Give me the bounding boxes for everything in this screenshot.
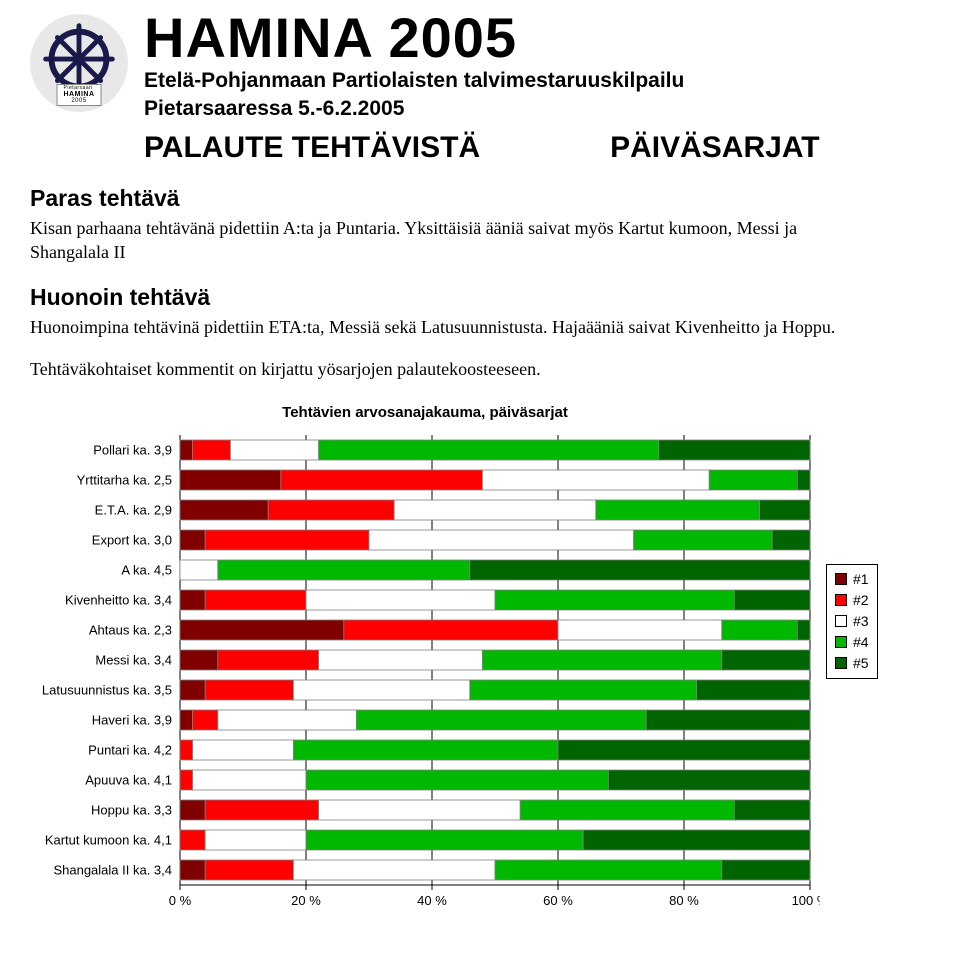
chart-container: Tehtävien arvosanajakauma, päiväsarjat P… xyxy=(30,404,930,920)
page-title: HAMINA 2005 xyxy=(144,10,930,66)
heading-huonoin: Huonoin tehtävä xyxy=(30,284,930,311)
text-paras: Kisan parhaana tehtävänä pidettiin A:ta … xyxy=(30,216,850,265)
svg-text:20 %: 20 % xyxy=(291,893,321,908)
subtitle-line-1: Etelä-Pohjanmaan Partiolaisten talvimest… xyxy=(144,68,930,94)
svg-text:100 %: 100 % xyxy=(792,893,820,908)
svg-text:Latusuunnistus ka. 3,5: Latusuunnistus ka. 3,5 xyxy=(42,682,172,697)
svg-text:80 %: 80 % xyxy=(669,893,699,908)
text-footer: Tehtäväkohtaiset kommentit on kirjattu y… xyxy=(30,357,850,381)
svg-text:Shangalala II ka. 3,4: Shangalala II ka. 3,4 xyxy=(53,862,172,877)
legend-item: #4 xyxy=(835,632,869,653)
svg-text:A ka. 4,5: A ka. 4,5 xyxy=(121,562,172,577)
svg-text:Pollari ka. 3,9: Pollari ka. 3,9 xyxy=(93,442,172,457)
svg-text:Messi ka. 3,4: Messi ka. 3,4 xyxy=(95,652,172,667)
chart-title: Tehtävien arvosanajakauma, päiväsarjat xyxy=(30,404,820,421)
heading-paras: Paras tehtävä xyxy=(30,185,930,212)
legend-item: #3 xyxy=(835,611,869,632)
svg-text:Apuuva ka. 4,1: Apuuva ka. 4,1 xyxy=(85,772,172,787)
svg-text:Ahtaus ka. 2,3: Ahtaus ka. 2,3 xyxy=(89,622,172,637)
section-title-right: PÄIVÄSARJAT xyxy=(610,131,819,165)
svg-text:Hoppu ka. 3,3: Hoppu ka. 3,3 xyxy=(91,802,172,817)
svg-text:Export ka. 3,0: Export ka. 3,0 xyxy=(92,532,172,547)
legend-item: #1 xyxy=(835,569,869,590)
chart-svg: Pollari ka. 3,9 Yrttitarha ka. 2,5 E.T.A. … xyxy=(30,431,820,915)
chart-legend: #1#2#3#4#5 xyxy=(826,564,878,679)
subtitle-line-2: Pietarsaaressa 5.-6.2.2005 xyxy=(144,96,930,122)
legend-item: #2 xyxy=(835,590,869,611)
svg-text:Kivenheitto ka. 3,4: Kivenheitto ka. 3,4 xyxy=(65,592,172,607)
section-title-left: PALAUTE TEHTÄVISTÄ xyxy=(144,131,480,165)
header: Pietarsaari HAMINA 2005 HAMINA 2005 Etel… xyxy=(30,0,930,165)
svg-text:Haveri ka. 3,9: Haveri ka. 3,9 xyxy=(92,712,172,727)
logo-banner: Pietarsaari HAMINA 2005 xyxy=(57,84,102,106)
event-logo: Pietarsaari HAMINA 2005 xyxy=(30,14,128,112)
legend-item: #5 xyxy=(835,653,869,674)
svg-text:Puntari ka. 4,2: Puntari ka. 4,2 xyxy=(88,742,172,757)
text-huonoin: Huonoimpina tehtävinä pidettiin ETA:ta, … xyxy=(30,315,850,339)
svg-text:E.T.A. ka. 2,9: E.T.A. ka. 2,9 xyxy=(95,502,172,517)
svg-text:0 %: 0 % xyxy=(169,893,192,908)
svg-text:Yrttitarha ka. 2,5: Yrttitarha ka. 2,5 xyxy=(77,472,172,487)
svg-text:Kartut kumoon ka. 4,1: Kartut kumoon ka. 4,1 xyxy=(45,832,172,847)
svg-text:40 %: 40 % xyxy=(417,893,447,908)
svg-text:60 %: 60 % xyxy=(543,893,573,908)
